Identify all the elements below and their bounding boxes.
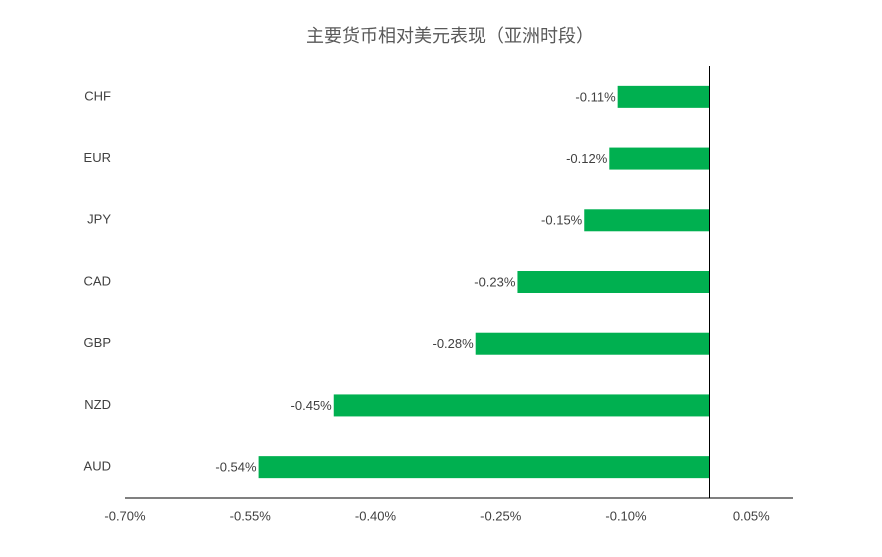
bar — [517, 271, 710, 293]
y-tick-label: NZD — [84, 397, 111, 412]
x-tick-label: -0.70% — [104, 508, 146, 523]
bar — [333, 394, 710, 417]
bar — [258, 456, 710, 479]
y-tick-label: EUR — [84, 150, 111, 165]
y-tick-label: CAD — [84, 273, 111, 288]
data-label: -0.23% — [474, 274, 516, 289]
bar — [584, 209, 710, 232]
data-label: -0.15% — [541, 213, 583, 228]
x-tick-label: 0.05% — [733, 508, 770, 523]
x-tick-label: -0.55% — [230, 508, 272, 523]
y-tick-label: JPY — [87, 212, 111, 227]
x-tick-label: -0.25% — [480, 508, 522, 523]
y-tick-label: GBP — [84, 335, 111, 350]
data-label: -0.11% — [575, 89, 616, 104]
data-label: -0.45% — [291, 398, 333, 413]
x-tick-label: -0.40% — [355, 508, 397, 523]
data-label: -0.28% — [432, 336, 474, 351]
chart-title: 主要货币相对美元表现（亚洲时段） — [306, 26, 594, 46]
bar — [475, 332, 710, 355]
y-tick-label: CHF — [84, 88, 111, 103]
x-tick-label: -0.10% — [605, 508, 647, 523]
data-label: -0.54% — [215, 460, 257, 475]
data-label: -0.12% — [566, 151, 608, 166]
y-tick-label: AUD — [84, 459, 111, 474]
bar — [609, 147, 710, 170]
bar — [617, 85, 710, 108]
